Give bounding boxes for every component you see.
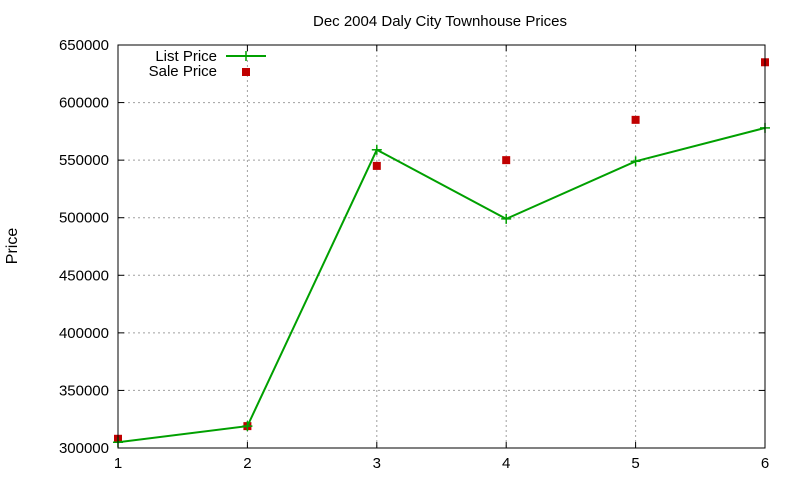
y-tick-label: 500000	[59, 210, 109, 227]
axis-ticks: 1 2 3 4 5 6 300000 350000 400000 450000 500000 5500…	[59, 37, 769, 472]
list-price-line	[117, 126, 766, 444]
y-axis-label: Price	[4, 228, 21, 265]
legend-swatch-list-price	[226, 51, 266, 61]
x-tick-label: 3	[373, 455, 381, 472]
list-price-point	[630, 156, 641, 167]
y-tick-label: 600000	[59, 95, 109, 112]
y-tick-label: 450000	[59, 267, 109, 284]
sale-price-point	[502, 156, 511, 165]
x-tick-label: 4	[502, 455, 510, 472]
list-price-point	[501, 213, 512, 224]
grid	[118, 45, 765, 448]
legend-label-list-price: List Price	[155, 48, 217, 65]
y-tick-label: 650000	[59, 37, 109, 54]
y-tick-label: 400000	[59, 325, 109, 342]
legend-plus-marker	[241, 51, 251, 61]
chart-title: Dec 2004 Daly City Townhouse Prices	[313, 13, 567, 30]
x-tick-label: 2	[243, 455, 251, 472]
x-tick-label: 5	[631, 455, 639, 472]
sale-price-point	[372, 161, 381, 170]
legend: List Price Sale Price	[149, 48, 266, 80]
sale-price-point	[631, 115, 640, 124]
list-price-point	[371, 144, 382, 155]
x-tick-label: 6	[761, 455, 769, 472]
y-tick-label: 350000	[59, 382, 109, 399]
legend-square-marker	[242, 68, 250, 76]
series	[113, 58, 770, 448]
legend-label-sale-price: Sale Price	[149, 63, 217, 80]
x-tick-label: 1	[114, 455, 122, 472]
y-tick-label: 300000	[59, 440, 109, 457]
y-tick-label: 550000	[59, 152, 109, 169]
plot-frame	[117, 44, 766, 449]
list-price-point	[242, 421, 253, 432]
legend-swatch-sale-price	[242, 68, 250, 76]
